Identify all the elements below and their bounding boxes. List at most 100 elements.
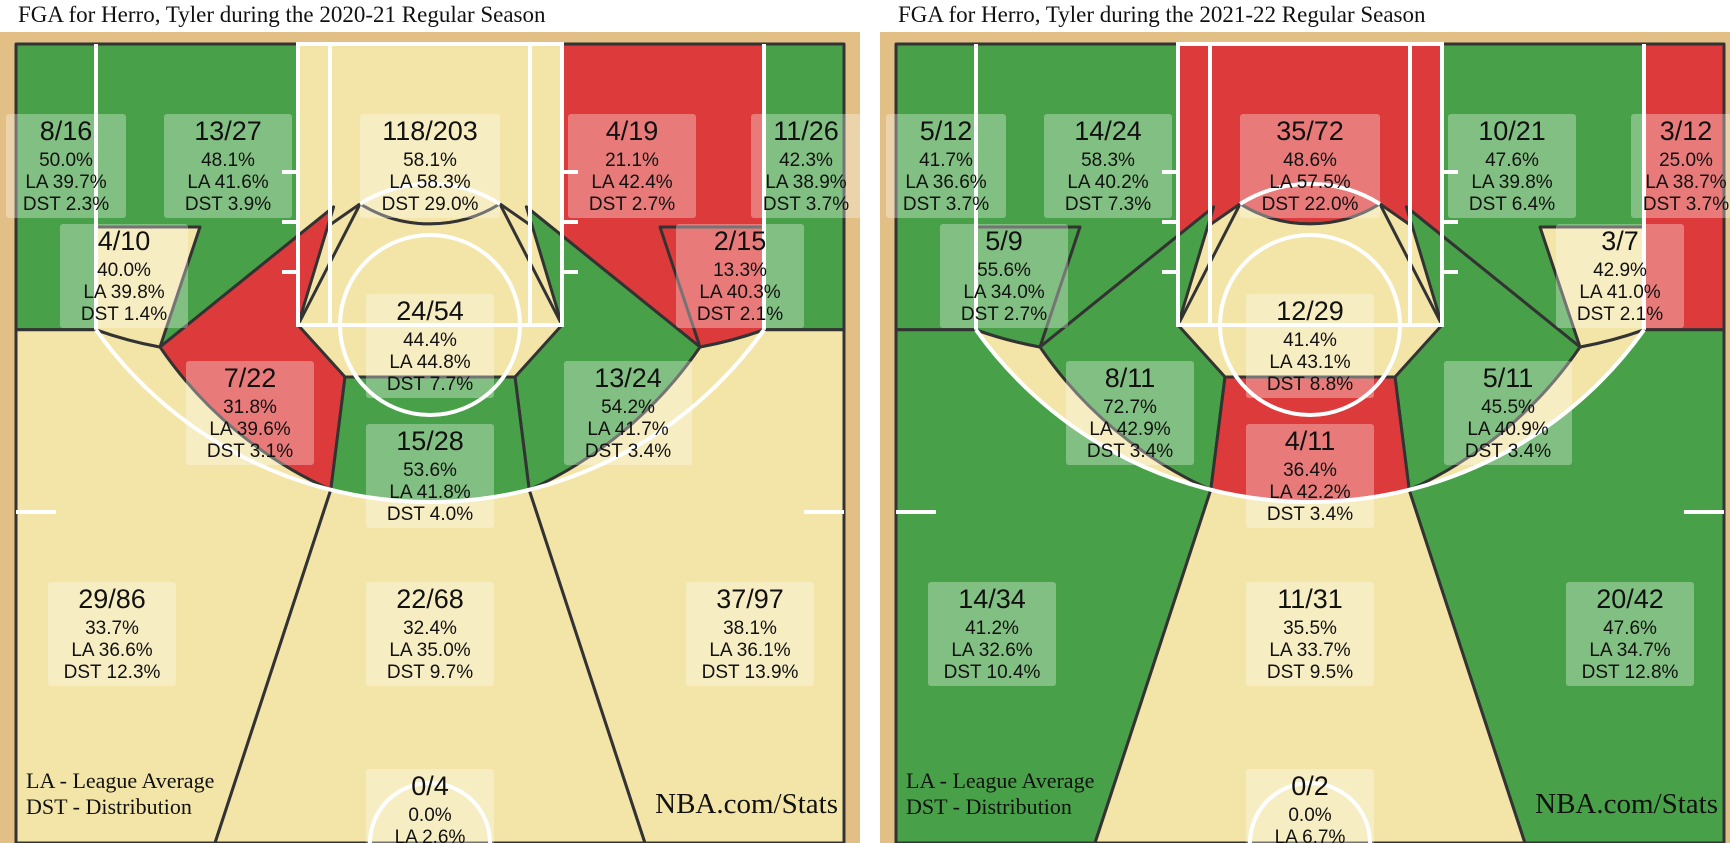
free-throw-circle <box>1218 233 1402 417</box>
zone-la: LA 42.2% <box>1269 482 1350 503</box>
zone-la: LA 39.7% <box>25 172 106 193</box>
zone-fg: 118/203 <box>382 116 478 146</box>
zone-label-right-wing-3: 37/97 38.1%LA 36.1%DST 13.9% <box>686 582 814 686</box>
zone-pct: 47.6% <box>1603 618 1657 639</box>
zone-dst: DST 3.7% <box>763 194 849 215</box>
court-lines <box>16 42 844 843</box>
zone-fg: 3/12 <box>1660 116 1713 146</box>
zone-la: LA 36.6% <box>71 640 152 661</box>
zone-dst: DST 2.7% <box>589 194 675 215</box>
zone-fg: 14/34 <box>958 584 1026 614</box>
zone-label-right-wing-3: 20/42 47.6%LA 34.7%DST 12.8% <box>1566 582 1694 686</box>
zone-pct: 48.6% <box>1283 150 1337 171</box>
zone-fg: 11/26 <box>773 116 839 146</box>
zone-pct: 50.0% <box>39 150 93 171</box>
zone-pct: 35.5% <box>1283 618 1337 639</box>
zone-fg: 0/4 <box>411 771 449 801</box>
zone-label-right-wing-mid: 2/15 13.3%LA 40.3%DST 2.1% <box>676 224 804 328</box>
zone-fg: 3/7 <box>1601 226 1639 256</box>
lane-inner <box>328 42 532 327</box>
zone-dst: DST 7.3% <box>1065 194 1151 215</box>
zone-fills <box>14 42 846 843</box>
zone-la: LA 41.7% <box>587 419 668 440</box>
zone-label-top-key-3: 11/31 35.5%LA 33.7%DST 9.5% <box>1246 582 1374 686</box>
zone-pct: 41.2% <box>965 618 1019 639</box>
zone-fg: 7/22 <box>224 363 277 393</box>
zone-label-left-elbow-mid: 7/22 31.8%LA 39.6%DST 3.1% <box>186 361 314 465</box>
zone-la: LA 44.8% <box>389 352 470 373</box>
zone-dst: DST 3.9% <box>185 194 271 215</box>
zone-dst: DST 13.9% <box>702 662 799 683</box>
zone-label-paint-non-ra: 12/29 41.4%LA 43.1%DST 8.8% <box>1246 294 1374 398</box>
court-lines <box>896 42 1724 843</box>
zone-dst: DST 29.0% <box>382 194 479 215</box>
zone-pct: 45.5% <box>1481 397 1535 418</box>
zone-label-backcourt: 0/20.0%LA 6.7%DST 0.6% <box>1246 769 1374 843</box>
zone-fg: 13/24 <box>594 363 662 393</box>
zone-pct: 44.4% <box>403 330 457 351</box>
zone-la: LA 40.2% <box>1067 172 1148 193</box>
zone-dst: DST 2.3% <box>23 194 109 215</box>
zone-pct: 21.1% <box>605 150 659 171</box>
zone-label-top-key-3: 22/68 32.4%LA 35.0%DST 9.7% <box>366 582 494 686</box>
zone-fills <box>894 42 1726 843</box>
zone-fg: 5/12 <box>920 116 973 146</box>
legend-league-average: LA - League Average <box>906 768 1094 793</box>
zone-la: LA 36.6% <box>905 172 986 193</box>
zone-fg: 4/19 <box>606 116 659 146</box>
zone-fg: 0/2 <box>1291 771 1329 801</box>
zone-pct: 25.0% <box>1659 150 1713 171</box>
three-point-arc <box>974 328 1646 504</box>
zone-dst: DST 12.8% <box>1582 662 1679 683</box>
three-point-arc <box>94 328 766 504</box>
zone-pct: 0.0% <box>1288 805 1331 826</box>
zone-la: LA 35.0% <box>389 640 470 661</box>
zone-la: LA 39.6% <box>209 419 290 440</box>
zone-dst: DST 3.7% <box>903 194 989 215</box>
zone-label-backcourt: 0/40.0%LA 2.6%DST 0.6% <box>366 769 494 843</box>
zone-pct: 32.4% <box>403 618 457 639</box>
zone-pct: 31.8% <box>223 397 277 418</box>
zone-label-right-baseline-mid: 4/19 21.1%LA 42.4%DST 2.7% <box>568 114 696 218</box>
zone-fg: 5/9 <box>985 226 1023 256</box>
zone-label-left-corner-3: 8/16 50.0%LA 39.7%DST 2.3% <box>6 114 126 218</box>
zone-dst: DST 22.0% <box>1262 194 1359 215</box>
zone-pct: 40.0% <box>97 260 151 281</box>
zone-dst: DST 1.4% <box>81 304 167 325</box>
zone-label-right-corner-3: 11/26 42.3%LA 38.9%DST 3.7% <box>751 114 860 218</box>
zone-label-paint-non-ra: 24/54 44.4%LA 44.8%DST 7.7% <box>366 294 494 398</box>
zone-fg: 2/15 <box>714 226 767 256</box>
brand-label: NBA.com/Stats <box>655 788 838 820</box>
free-throw-circle <box>338 233 522 417</box>
legend-distribution: DST - Distribution <box>906 794 1072 819</box>
zone-la: LA 43.1% <box>1269 352 1350 373</box>
zone-dst: DST 3.4% <box>1087 441 1173 462</box>
zone-fg: 8/16 <box>40 116 93 146</box>
zone-fg: 20/42 <box>1596 584 1664 614</box>
lane-inner <box>1208 42 1412 327</box>
shot-chart-2021-22: FGA for Herro, Tyler during the 2021-22 … <box>880 0 1730 843</box>
zone-fg: 5/11 <box>1483 363 1534 393</box>
chart-title: FGA for Herro, Tyler during the 2020-21 … <box>18 2 546 27</box>
zone-fg: 37/97 <box>716 584 784 614</box>
zone-la: LA 42.9% <box>1089 419 1170 440</box>
zone-pct: 55.6% <box>977 260 1031 281</box>
zone-dst: DST 12.3% <box>64 662 161 683</box>
zone-pct: 36.4% <box>1283 460 1337 481</box>
zone-label-left-baseline-mid: 13/27 48.1%LA 41.6%DST 3.9% <box>164 114 292 218</box>
zone-pct: 41.7% <box>919 150 973 171</box>
zone-la: LA 34.7% <box>1589 640 1670 661</box>
zone-fg: 14/24 <box>1074 116 1142 146</box>
zone-label-right-corner-3: 3/12 25.0%LA 38.7%DST 3.7% <box>1631 114 1730 218</box>
zone-dst: DST 3.4% <box>585 441 671 462</box>
zone-label-right-wing-mid: 3/7 42.9%LA 41.0%DST 2.1% <box>1556 224 1684 328</box>
zone-label-right-elbow-mid: 5/11 45.5%LA 40.9%DST 3.4% <box>1444 361 1572 465</box>
zone-pct: 41.4% <box>1283 330 1337 351</box>
zone-fg: 35/72 <box>1276 116 1344 146</box>
zone-label-right-elbow-mid: 13/24 54.2%LA 41.7%DST 3.4% <box>564 361 692 465</box>
zone-label-restricted-area: 35/72 48.6%LA 57.5%DST 22.0% <box>1240 114 1380 218</box>
zone-la: LA 2.6% <box>395 827 466 843</box>
zone-pct: 42.9% <box>1593 260 1647 281</box>
zone-fg: 15/28 <box>396 426 464 456</box>
zone-la: LA 34.0% <box>963 282 1044 303</box>
